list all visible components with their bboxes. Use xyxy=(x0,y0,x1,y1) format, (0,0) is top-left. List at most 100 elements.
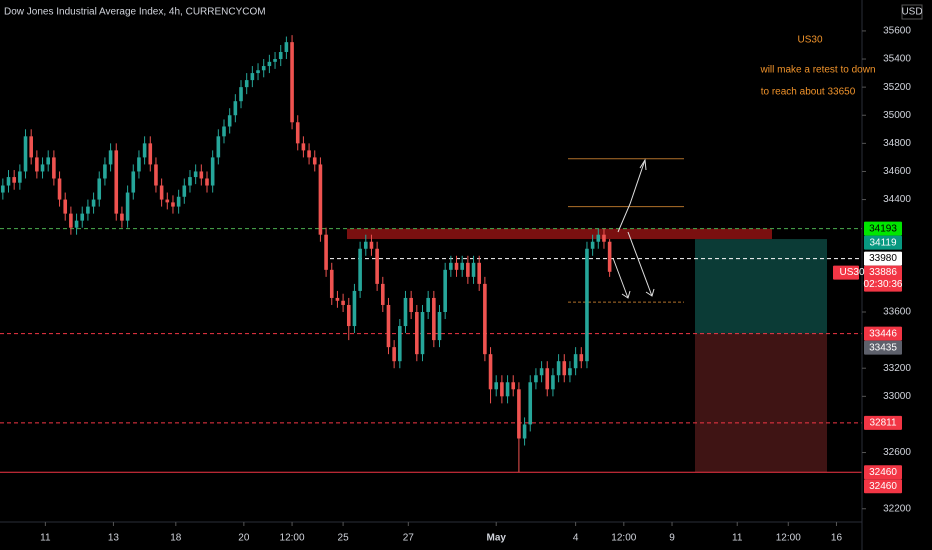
arrows xyxy=(612,158,655,299)
y-tick-label: 35400 xyxy=(883,54,911,65)
currency-box[interactable] xyxy=(901,4,923,20)
candle-body xyxy=(12,177,16,183)
candle-body xyxy=(35,157,39,172)
y-tick-label: 32200 xyxy=(883,503,911,514)
candle-body xyxy=(562,361,567,376)
candle-body xyxy=(91,199,96,207)
x-tick-label: 27 xyxy=(403,533,415,544)
candle-body xyxy=(426,297,430,312)
candle-body xyxy=(534,375,538,383)
x-tick-label: 12:00 xyxy=(776,533,801,544)
candle-body xyxy=(1,185,5,193)
candle-body xyxy=(125,192,130,221)
candle-body xyxy=(477,262,482,284)
candle-body xyxy=(307,150,311,158)
y-tick-label: 34400 xyxy=(883,194,911,205)
candle-body xyxy=(108,150,113,165)
price-label xyxy=(864,465,902,480)
x-tick-label: 12:00 xyxy=(611,533,636,544)
annotation: US30 xyxy=(797,35,822,46)
candle-body xyxy=(363,241,368,249)
candle-body xyxy=(324,234,328,270)
candle-body xyxy=(386,304,391,348)
x-tick-label: 16 xyxy=(831,533,843,544)
candle-body xyxy=(318,164,323,235)
y-tick-label: 34600 xyxy=(883,166,911,177)
candle-body xyxy=(511,382,516,390)
candle-body xyxy=(295,122,300,144)
y-tick-label: 33000 xyxy=(883,391,911,402)
countdown: 02:30:36 xyxy=(864,279,903,290)
price-label xyxy=(864,221,902,236)
candle-body xyxy=(278,52,283,60)
price-label-text: 34119 xyxy=(869,237,897,248)
price-label xyxy=(864,479,902,494)
candle-body xyxy=(69,213,73,228)
candle-body xyxy=(329,269,334,298)
candle-body xyxy=(86,206,90,214)
price-label xyxy=(864,265,902,292)
candles xyxy=(1,35,612,473)
x-tick-label: 4 xyxy=(573,533,579,544)
candle-body xyxy=(454,262,459,270)
candle-body xyxy=(267,61,272,67)
candle-body xyxy=(375,248,379,284)
candle-body xyxy=(607,241,612,272)
price-label-text: 32460 xyxy=(869,467,897,478)
candle-body xyxy=(443,269,447,312)
x-tick-label: May xyxy=(486,533,506,544)
candle-body xyxy=(551,375,555,390)
x-tick-label: 13 xyxy=(108,533,120,544)
candle-body xyxy=(188,177,192,186)
annotation: to reach about 33650 xyxy=(761,87,856,98)
candle-body xyxy=(403,297,408,327)
y-tick-label: 35000 xyxy=(883,110,911,121)
symbol-tag-text: US30 xyxy=(839,267,864,278)
candle-body xyxy=(97,178,102,200)
candle-body xyxy=(290,42,294,123)
candle-body xyxy=(573,354,578,369)
candle-body xyxy=(239,87,243,102)
price-label-text: 33435 xyxy=(869,342,897,353)
candle-body xyxy=(6,177,11,186)
candle-body xyxy=(590,241,595,249)
candle-body xyxy=(142,143,147,158)
candle-body xyxy=(57,178,62,200)
y-tick-label: 32600 xyxy=(883,447,911,458)
candle-body xyxy=(137,157,141,172)
x-tick-label: 11 xyxy=(40,533,51,544)
candle-body xyxy=(29,136,33,158)
arrowhead xyxy=(621,290,631,299)
candle-body xyxy=(154,164,158,186)
candle-body xyxy=(517,389,521,439)
arrow-down xyxy=(612,257,629,299)
price-label xyxy=(864,415,902,430)
y-tick-label: 34800 xyxy=(883,138,911,149)
candle-body xyxy=(312,157,317,165)
candle-body xyxy=(46,157,51,165)
annotation: will make a retest to down xyxy=(759,65,875,76)
candle-body xyxy=(74,220,79,228)
y-tick-label: 33200 xyxy=(883,363,911,374)
candle-body xyxy=(494,382,499,390)
candle-body xyxy=(120,213,124,221)
price-label-text: 33886 xyxy=(869,267,897,278)
candle-body xyxy=(471,262,476,277)
x-tick-label: 18 xyxy=(170,533,182,544)
x-tick-label: 9 xyxy=(669,533,675,544)
drawings xyxy=(0,158,862,473)
candle-body xyxy=(460,262,464,270)
candle-body xyxy=(244,80,249,88)
candle-body xyxy=(380,283,385,305)
candle-body xyxy=(556,361,561,376)
position-profit xyxy=(695,239,827,334)
candle-body xyxy=(466,262,470,277)
candle-body xyxy=(358,248,362,291)
zone xyxy=(347,228,772,240)
candle-body xyxy=(216,136,221,158)
candle-body xyxy=(415,312,419,355)
candle-body xyxy=(335,297,340,301)
candle-body xyxy=(392,347,396,362)
candle-body xyxy=(222,126,226,137)
